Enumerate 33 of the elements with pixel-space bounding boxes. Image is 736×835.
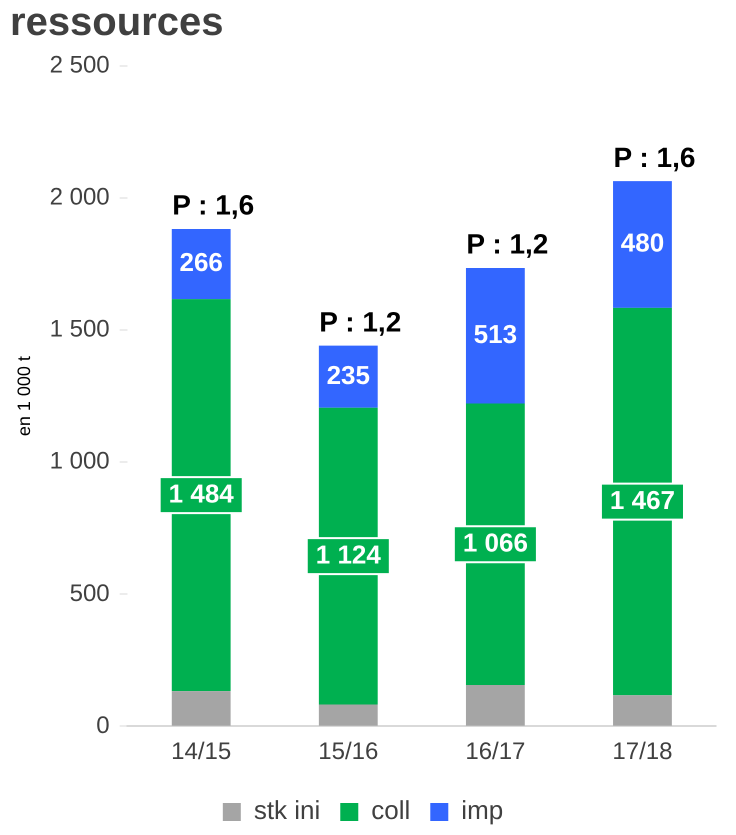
y-tick-label: 0 xyxy=(96,712,110,739)
legend-label: imp xyxy=(461,795,504,826)
data-label: 235 xyxy=(326,360,370,390)
bar xyxy=(466,685,525,726)
chart-title: ressources xyxy=(10,0,224,44)
bar xyxy=(613,181,672,308)
x-tick-label: 15/16 xyxy=(318,738,378,766)
x-tick-label: 17/18 xyxy=(612,738,672,766)
bar xyxy=(318,704,378,726)
data-label: 266 xyxy=(180,247,223,278)
data-label: 1 124 xyxy=(316,539,382,570)
data-label: 1 066 xyxy=(462,527,528,558)
data-label: 1 467 xyxy=(610,484,675,515)
legend-label: stk ini xyxy=(254,795,320,826)
data-label: 1 484 xyxy=(168,478,234,508)
y-tick-label: 1 000 xyxy=(50,448,110,475)
x-tick-label: 14/15 xyxy=(171,738,232,766)
annotation: P : 1,6 xyxy=(172,190,254,221)
y-tick-label: 2 000 xyxy=(50,184,110,211)
y-tick-label: 1 500 xyxy=(50,316,110,343)
annotation: P : 1,6 xyxy=(613,142,696,173)
x-tick-label: 16/17 xyxy=(465,738,526,766)
data-label: 480 xyxy=(620,228,664,258)
y-axis-title: en 1 000 t xyxy=(14,356,34,436)
annotation: P : 1,2 xyxy=(466,228,548,260)
legend-label: coll xyxy=(371,795,410,826)
y-tick-label: 500 xyxy=(70,580,110,607)
annotation: P : 1,2 xyxy=(319,306,402,338)
data-label: 513 xyxy=(474,318,518,349)
bar xyxy=(466,268,525,404)
bar xyxy=(613,695,672,726)
y-tick-label: 2 500 xyxy=(50,52,110,79)
bar xyxy=(172,691,231,726)
